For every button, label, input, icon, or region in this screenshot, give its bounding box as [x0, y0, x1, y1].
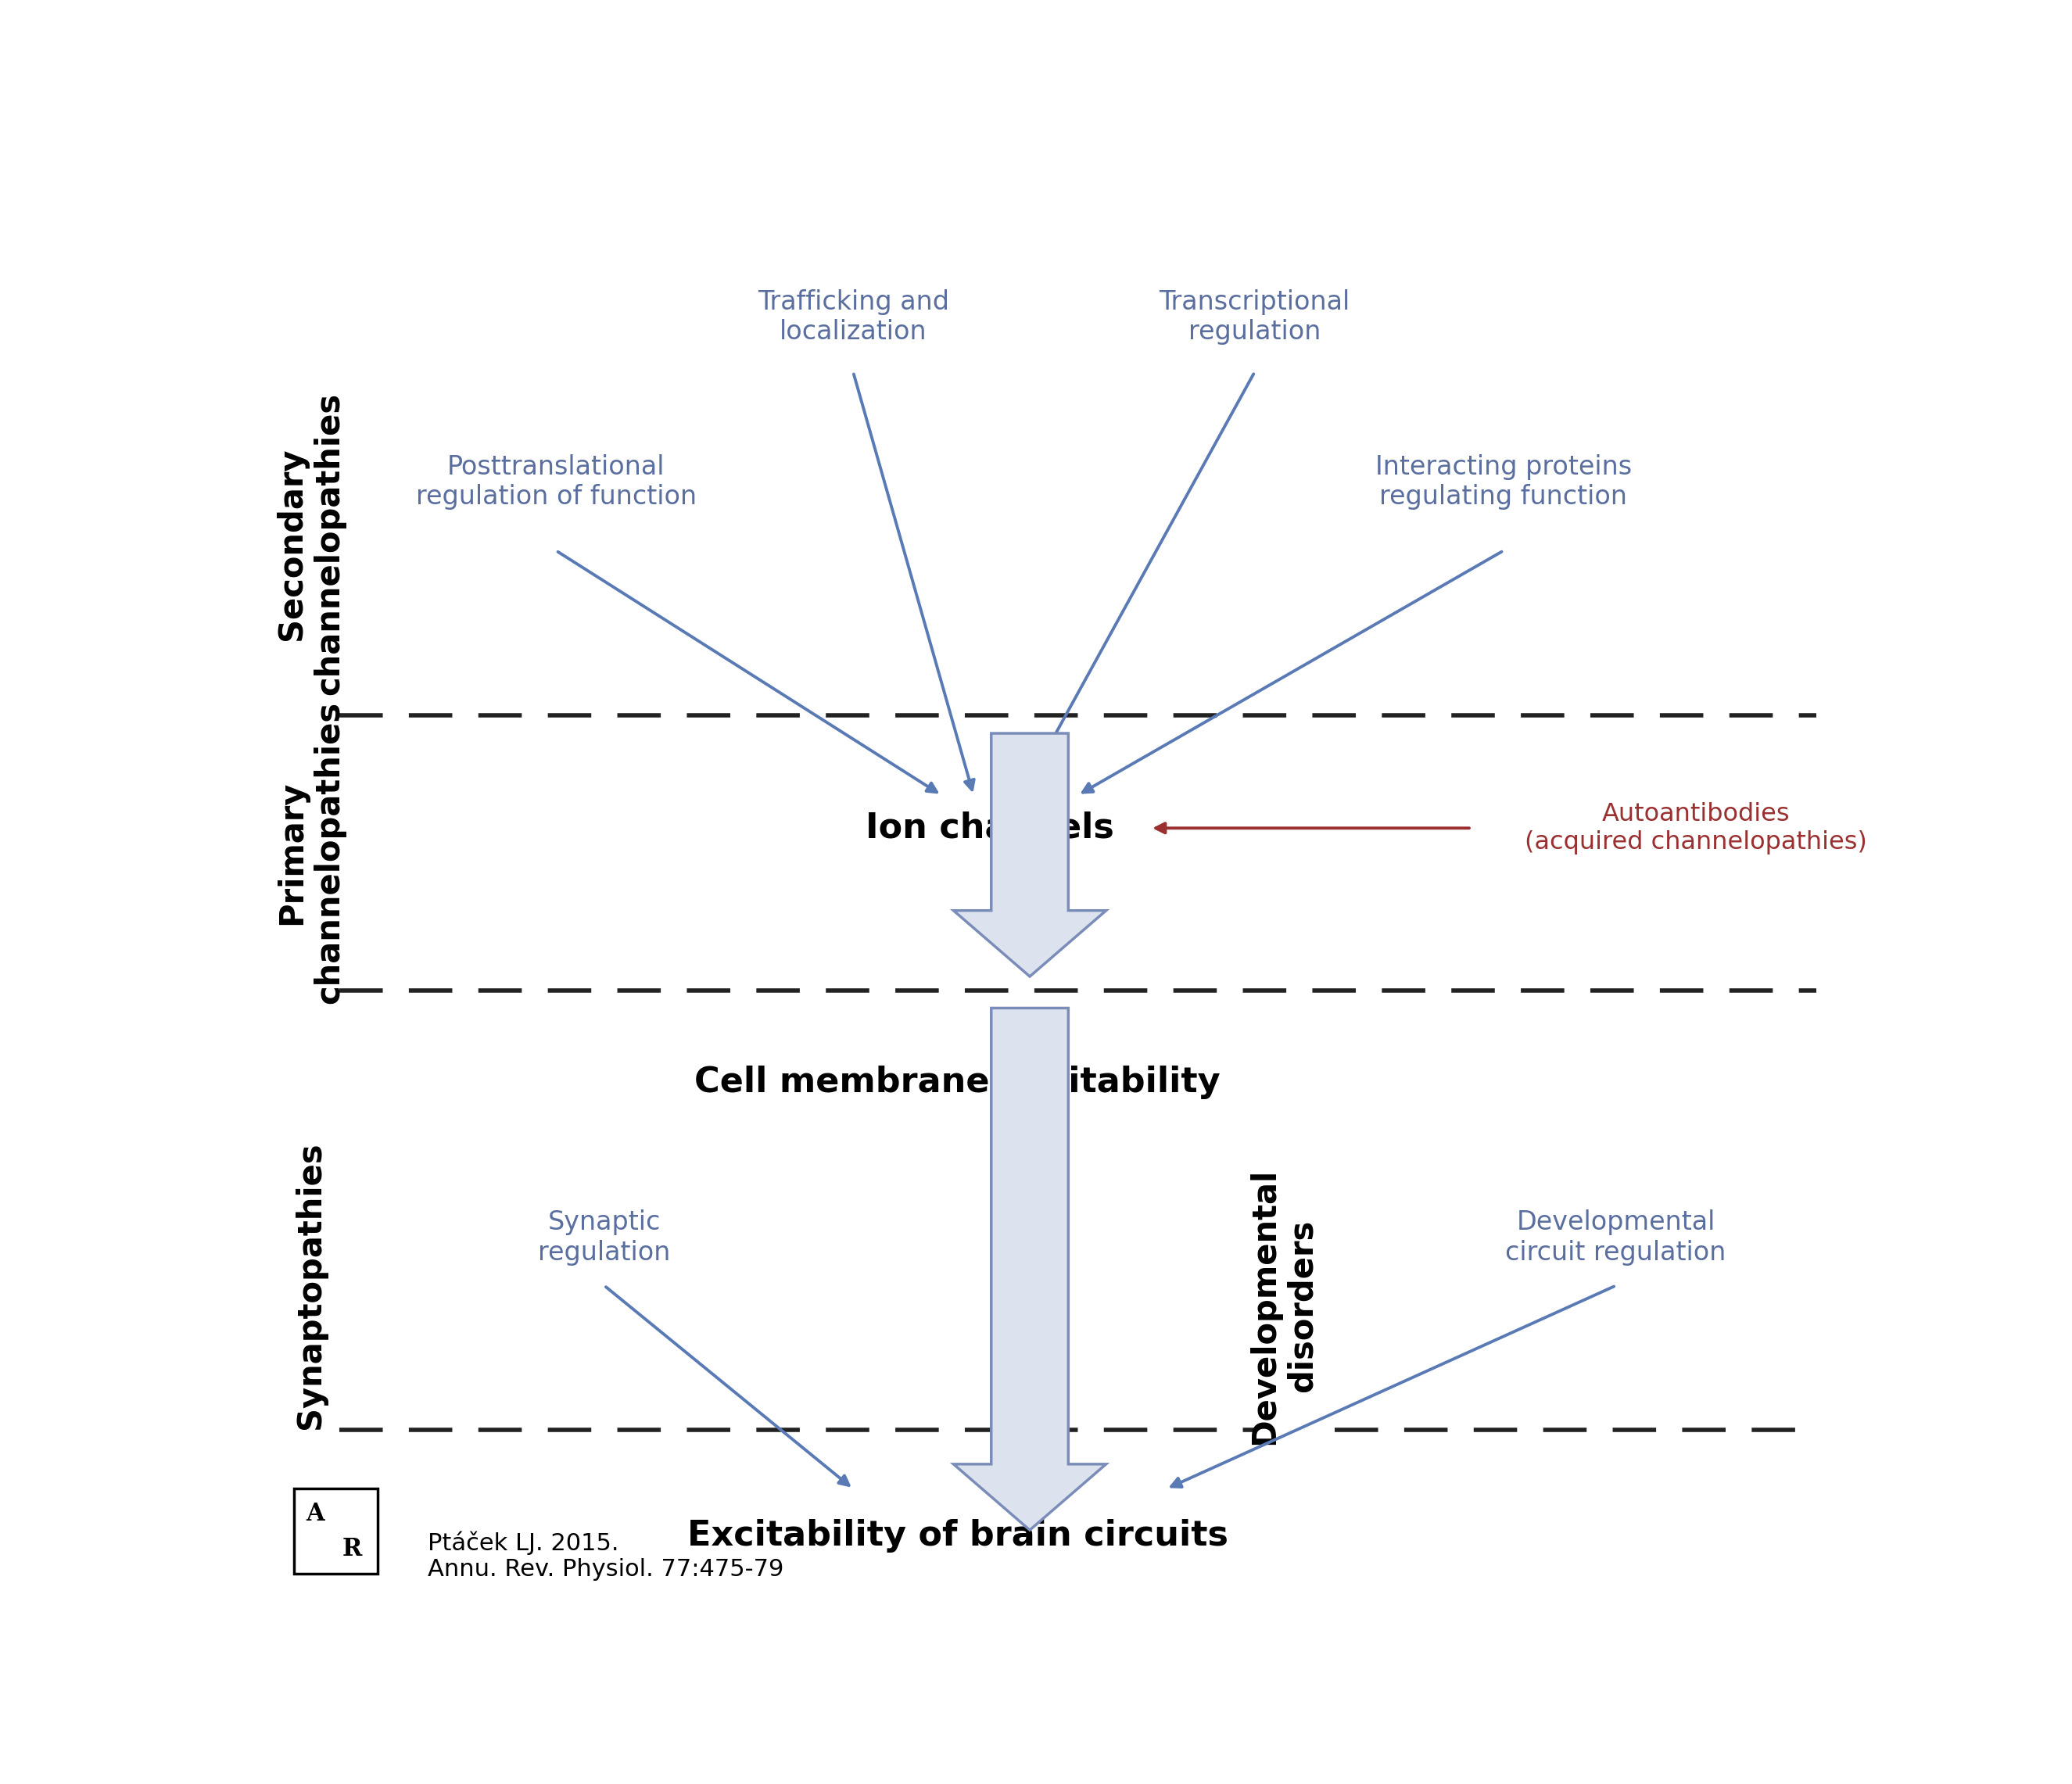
Polygon shape	[953, 1008, 1106, 1531]
Text: Developmental
disorders: Developmental disorders	[1247, 1169, 1320, 1445]
Text: Developmental
circuit regulation: Developmental circuit regulation	[1506, 1210, 1726, 1265]
Text: Transcriptional
regulation: Transcriptional regulation	[1158, 289, 1351, 344]
Text: Synaptic
regulation: Synaptic regulation	[539, 1210, 671, 1265]
Text: A: A	[307, 1502, 325, 1525]
Text: Excitability of brain circuits: Excitability of brain circuits	[688, 1518, 1229, 1552]
Text: Synaptopathies: Synaptopathies	[294, 1142, 327, 1429]
Text: R: R	[342, 1538, 363, 1561]
Bar	[294, 1490, 377, 1573]
Text: Primary
channelopathies: Primary channelopathies	[276, 701, 346, 1004]
Text: Trafficking and
localization: Trafficking and localization	[758, 289, 949, 344]
Text: Ion channels: Ion channels	[866, 812, 1115, 846]
Text: Secondary
channelopathies: Secondary channelopathies	[276, 392, 346, 696]
Polygon shape	[953, 733, 1106, 976]
Text: Posttranslational
regulation of function: Posttranslational regulation of function	[416, 455, 696, 510]
Text: Cell membrane excitability: Cell membrane excitability	[694, 1065, 1220, 1099]
Text: Ptáček LJ. 2015.
Annu. Rev. Physiol. 77:475-79: Ptáček LJ. 2015. Annu. Rev. Physiol. 77:…	[427, 1531, 783, 1581]
Text: Autoantibodies
(acquired channelopathies): Autoantibodies (acquired channelopathies…	[1525, 803, 1867, 855]
Text: Interacting proteins
regulating function: Interacting proteins regulating function	[1376, 455, 1633, 510]
